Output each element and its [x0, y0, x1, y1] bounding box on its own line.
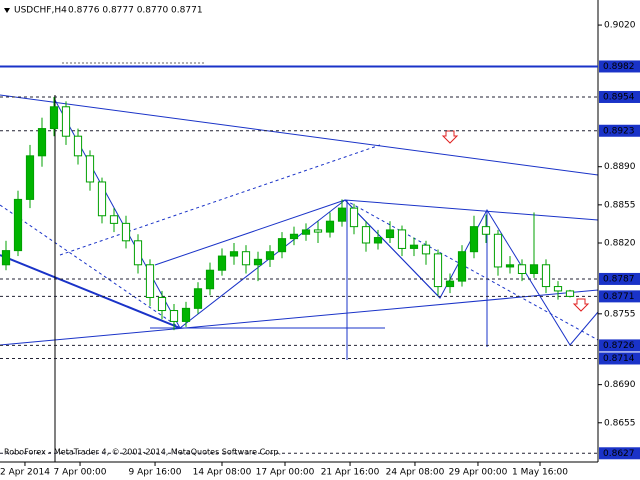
candle-body: [217, 255, 227, 271]
x-tick-label: 29 Apr 00:00: [449, 468, 508, 478]
x-tick-label: 21 Apr 16:00: [321, 468, 380, 478]
level-label: 0.8923: [603, 126, 635, 136]
level-label-box: [599, 290, 640, 303]
candle-body: [109, 215, 119, 224]
candle-body: [229, 251, 239, 257]
candle-body: [253, 258, 263, 266]
trend-line: [0, 94, 599, 176]
level-label-box: [599, 124, 640, 137]
trend-line: [344, 199, 599, 221]
y-tick-label: 0.8655: [604, 418, 636, 428]
candle-body: [121, 222, 131, 242]
level-label-box: [599, 339, 640, 352]
level-label-box: [599, 90, 640, 103]
candle-body: [1, 250, 11, 266]
level-label: 0.8627: [603, 449, 635, 459]
candle-body: [481, 226, 491, 235]
x-tick-label: 17 Apr 00:00: [256, 468, 315, 478]
level-label: 0.8982: [603, 62, 635, 72]
candle-body: [529, 264, 539, 274]
level-label-box: [599, 352, 640, 365]
footer: RoboForex - MetaTrader 4, © 2001-2014, M…: [4, 448, 281, 457]
candle-body: [205, 269, 215, 290]
candle-body: [49, 106, 59, 130]
x-tick-label: 1 May 16:00: [512, 468, 568, 478]
level-label: 0.8714: [603, 354, 635, 364]
x-tick-label: 9 Apr 16:00: [129, 468, 182, 478]
candle-body: [433, 253, 443, 288]
menu-arrow: [4, 8, 10, 13]
candle-body: [145, 264, 155, 298]
level-label-box: [599, 272, 640, 285]
channel-line: [154, 199, 346, 266]
level-label-box: [599, 447, 640, 460]
dashed-line: [59, 144, 381, 256]
candle-body: [193, 288, 203, 309]
candle-body: [565, 290, 575, 297]
x-tick-label: 2 Apr 2014: [0, 468, 50, 478]
candle-body: [553, 286, 563, 292]
candle-body: [397, 229, 407, 249]
down-arrow: [572, 298, 590, 312]
candle-body: [277, 238, 287, 253]
candle-body: [301, 229, 311, 235]
ohlc-label: 0.8776 0.8777 0.8770 0.8771: [68, 6, 203, 16]
level-label: 0.8726: [603, 341, 635, 351]
candle-body: [241, 251, 251, 266]
x-tick-label: 24 Apr 08:00: [386, 468, 445, 478]
candle-body: [181, 307, 191, 322]
candle-body: [385, 229, 395, 239]
x-tick-label: 7 Apr 00:00: [54, 468, 107, 478]
candle-body: [85, 155, 95, 183]
candle-body: [337, 207, 347, 222]
level-label: 0.8787: [603, 274, 635, 284]
candle-body: [373, 237, 383, 244]
candle-body: [361, 226, 371, 244]
candle-body: [25, 155, 35, 200]
candle-body: [73, 135, 83, 157]
y-tick-label: 0.8820: [604, 238, 636, 248]
candle-body: [469, 226, 479, 253]
trend-line: [0, 289, 599, 346]
candle-body: [325, 220, 335, 233]
dashed-line: [344, 199, 599, 341]
candle-body: [493, 233, 503, 268]
candle-body: [457, 251, 467, 282]
symbol-title: USDCHF,H4: [14, 6, 67, 16]
candle-body: [409, 244, 419, 249]
y-tick-label: 0.9020: [604, 21, 636, 31]
y-tick-label: 0.8690: [604, 380, 636, 390]
candle-body: [133, 240, 143, 266]
candle-body: [97, 181, 107, 217]
candle-body: [157, 296, 167, 312]
y-tick-label: 0.8855: [604, 200, 636, 210]
candle-body: [421, 244, 431, 255]
x-tick-label: 14 Apr 08:00: [193, 468, 252, 478]
candle-body: [13, 198, 23, 252]
candle-body: [541, 264, 551, 288]
candle-body: [517, 264, 527, 274]
channel-line: [344, 199, 441, 299]
level-label: 0.8771: [603, 292, 635, 302]
down-arrow: [441, 130, 459, 144]
dashed-line: [0, 204, 181, 329]
candle-body: [313, 229, 323, 233]
candle-body: [265, 251, 275, 260]
candle-body: [505, 264, 515, 268]
candle-body: [349, 207, 359, 228]
level-label: 0.8954: [603, 92, 635, 102]
candle-body: [169, 310, 179, 322]
candle-body: [445, 280, 455, 288]
y-tick-label: 0.8755: [604, 309, 636, 319]
candle-body: [37, 128, 47, 157]
level-label-box: [599, 60, 640, 73]
trend-line: [0, 254, 181, 329]
candle-body: [289, 233, 299, 240]
candle-body: [61, 106, 71, 137]
y-tick-label: 0.8890: [604, 162, 636, 172]
